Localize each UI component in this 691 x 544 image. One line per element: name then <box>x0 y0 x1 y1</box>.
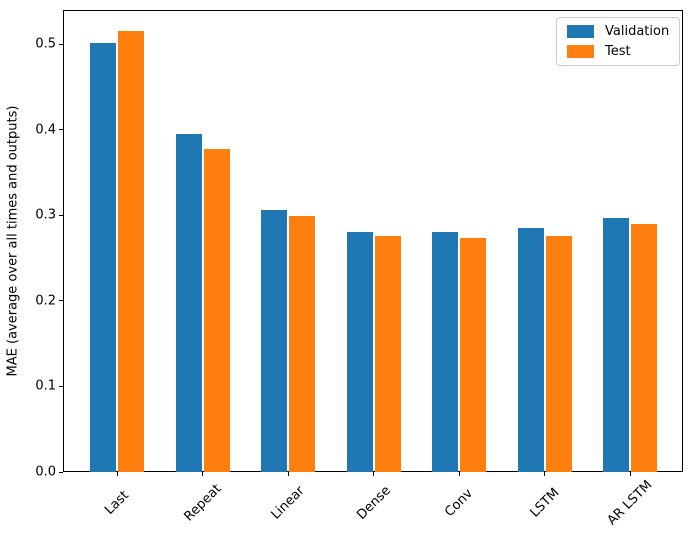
bar-test <box>289 216 316 472</box>
x-tick-mark <box>202 472 204 476</box>
bar-validation <box>432 232 459 472</box>
bar-test <box>631 223 658 472</box>
y-tick-label: 0.0 <box>35 464 56 480</box>
y-tick-mark <box>59 214 63 216</box>
bar-test <box>545 235 572 472</box>
bar-validation <box>603 217 630 472</box>
y-tick-label: 0.4 <box>35 122 56 138</box>
x-tick-label: Last <box>102 488 133 518</box>
bar-validation <box>261 210 288 472</box>
bar-validation <box>346 232 373 472</box>
legend-label: Test <box>605 44 631 59</box>
y-tick-mark <box>59 300 63 302</box>
x-tick-mark <box>287 472 289 476</box>
bar-validation <box>517 228 544 472</box>
x-tick-mark <box>373 472 375 476</box>
bar-test <box>460 237 487 472</box>
bar-test <box>203 149 230 472</box>
y-tick-mark <box>59 43 63 45</box>
x-tick-label: Linear <box>268 483 308 523</box>
bar-validation <box>90 43 117 472</box>
legend-item: Test <box>567 45 669 58</box>
y-tick-mark <box>59 471 63 473</box>
legend-swatch-test <box>567 45 594 58</box>
legend-label: Validation <box>605 24 670 39</box>
y-tick-label: 0.1 <box>35 378 56 394</box>
x-tick-label: Dense <box>353 483 394 523</box>
x-tick-label: Repeat <box>181 481 225 525</box>
x-tick-label: LSTM <box>527 485 563 521</box>
plot-area <box>63 10 683 472</box>
legend-item: Validation <box>567 25 669 38</box>
x-tick-mark <box>116 472 118 476</box>
y-axis-label: MAE (average over all times and outputs) <box>5 105 21 377</box>
bar-validation <box>175 134 202 472</box>
x-tick-label: Conv <box>442 486 477 520</box>
y-tick-mark <box>59 385 63 387</box>
y-tick-label: 0.5 <box>35 36 56 52</box>
x-tick-mark <box>544 472 546 476</box>
bar-test <box>374 235 401 472</box>
legend-swatch-validation <box>567 25 594 38</box>
legend: Validation Test <box>556 17 681 66</box>
x-tick-mark <box>629 472 631 476</box>
y-tick-mark <box>59 129 63 131</box>
x-tick-label: AR LSTM <box>604 477 656 529</box>
x-tick-mark <box>458 472 460 476</box>
bar-test <box>118 31 145 472</box>
y-tick-label: 0.3 <box>35 207 56 223</box>
y-tick-label: 0.2 <box>35 293 56 309</box>
